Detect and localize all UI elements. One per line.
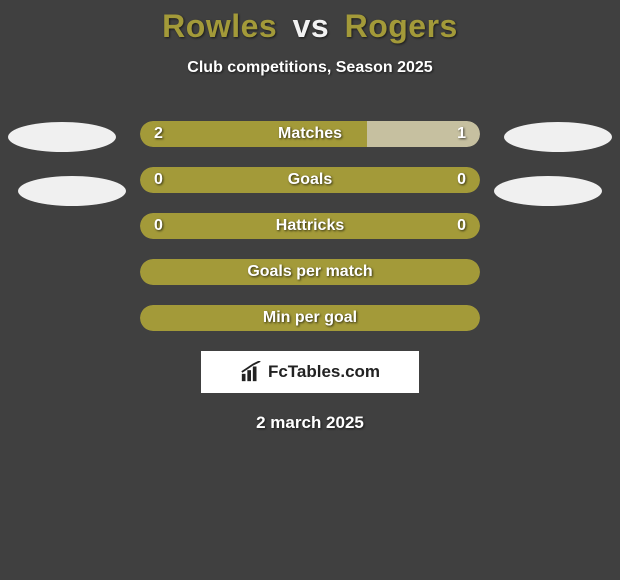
player2-name: Rogers xyxy=(345,8,458,44)
date-text: 2 march 2025 xyxy=(0,413,620,433)
stat-value-right: 1 xyxy=(457,125,466,143)
comparison-infographic: Rowles vs Rogers Club competitions, Seas… xyxy=(0,0,620,580)
stat-row: Goals 0 0 xyxy=(0,167,620,193)
stat-bar: Matches 2 1 xyxy=(140,121,480,147)
stat-row: Matches 2 1 xyxy=(0,121,620,147)
stat-row: Hattricks 0 0 xyxy=(0,213,620,239)
stat-value-right: 0 xyxy=(457,171,466,189)
stat-value-left: 0 xyxy=(154,217,163,235)
stat-label: Goals xyxy=(288,171,332,189)
stat-row: Goals per match xyxy=(0,259,620,285)
stat-label: Min per goal xyxy=(263,309,357,327)
stat-label: Hattricks xyxy=(276,217,344,235)
brand-badge: FcTables.com xyxy=(201,351,419,393)
stat-value-left: 2 xyxy=(154,125,163,143)
stat-value-right: 0 xyxy=(457,217,466,235)
stat-bar: Goals per match xyxy=(140,259,480,285)
chart-icon xyxy=(240,361,262,383)
stat-row: Min per goal xyxy=(0,305,620,331)
stat-value-left: 0 xyxy=(154,171,163,189)
stat-label: Matches xyxy=(278,125,342,143)
subtitle: Club competitions, Season 2025 xyxy=(0,59,620,77)
stat-bar: Hattricks 0 0 xyxy=(140,213,480,239)
stat-label: Goals per match xyxy=(247,263,372,281)
title-row: Rowles vs Rogers xyxy=(0,0,620,45)
vs-text: vs xyxy=(293,8,330,44)
player1-name: Rowles xyxy=(162,8,277,44)
stats-rows: Matches 2 1 Goals 0 0 Hattricks 0 0 Goals per mat… xyxy=(0,121,620,331)
stat-bar: Min per goal xyxy=(140,305,480,331)
brand-text: FcTables.com xyxy=(268,362,380,382)
stat-bar: Goals 0 0 xyxy=(140,167,480,193)
